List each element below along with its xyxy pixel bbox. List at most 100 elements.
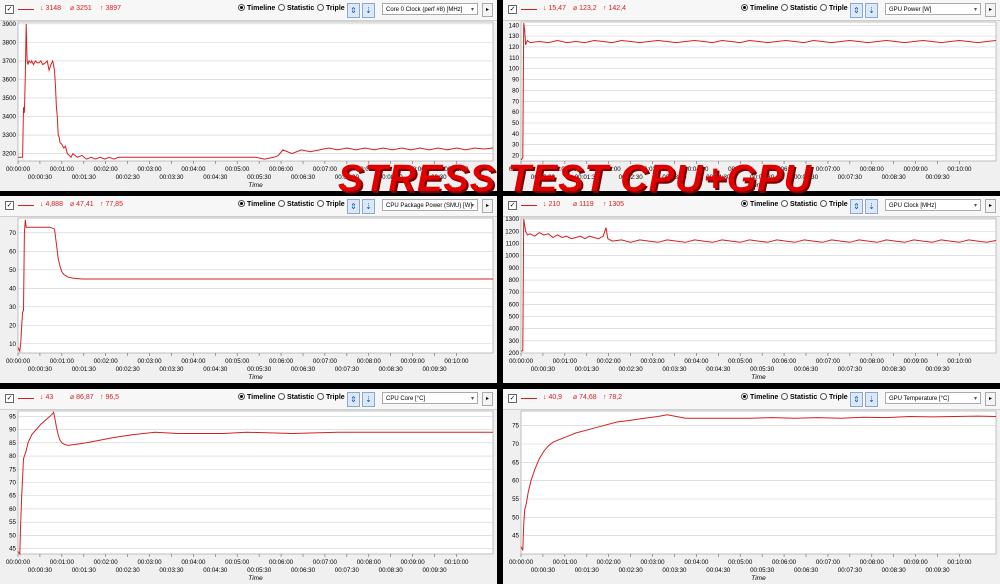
axis-scale-up-icon[interactable]: ⇕ [347, 392, 360, 407]
x-tick-label: 00:08:30 [882, 567, 907, 574]
view-radio-timeline[interactable]: Timeline [741, 392, 778, 403]
panel-menu-button[interactable]: ▸ [985, 3, 996, 17]
x-tick-label: 00:09:00 [904, 559, 929, 566]
axis-scale-up-icon[interactable]: ⇕ [347, 3, 360, 18]
y-tick-label: 110 [509, 55, 519, 62]
view-radio-triple[interactable]: Triple [820, 3, 848, 14]
view-radio-timeline[interactable]: Timeline [238, 199, 276, 210]
sensor-select[interactable]: Core 0 Clock (perf #8) [MHz] ▾ [382, 3, 478, 15]
x-tick-label: 00:08:30 [379, 366, 404, 373]
x-tick-label: 00:07:00 [816, 358, 841, 365]
stat-min: ↓ 3148 [40, 5, 62, 12]
view-radio-statistic[interactable]: Statistic [278, 392, 315, 403]
x-tick-label: 00:01:30 [575, 567, 600, 574]
sensor-select[interactable]: GPU Temperature [°C] ▾ [885, 392, 981, 404]
x-tick-label: 00:05:00 [728, 559, 753, 566]
view-radio-timeline[interactable]: Timeline [238, 392, 276, 403]
y-tick-label: 3600 [2, 76, 16, 83]
x-tick-label: 00:02:30 [116, 174, 141, 181]
x-tick-label: 00:00:00 [509, 358, 534, 365]
axis-scale-down-icon[interactable]: ⇣ [362, 392, 375, 407]
axis-scale-up-icon[interactable]: ⇕ [850, 199, 863, 214]
sensor-select[interactable]: CPU Core [°C] ▾ [382, 392, 478, 404]
x-tick-label: 00:00:00 [509, 559, 534, 566]
x-tick-label: 00:09:30 [422, 366, 447, 373]
panel-menu-button[interactable]: ▸ [482, 392, 493, 406]
x-tick-label: 00:07:30 [838, 366, 863, 373]
view-radio-statistic[interactable]: Statistic [278, 199, 314, 210]
show-series-checkbox[interactable]: ✓ [5, 5, 14, 14]
view-radio-triple[interactable]: Triple [820, 199, 848, 210]
panel-menu-button[interactable]: ▸ [985, 199, 996, 213]
stat-max: ↑ 77,85 [100, 201, 123, 208]
axis-scale-down-icon[interactable]: ⇣ [362, 3, 375, 18]
sensor-select-value: CPU Core [°C] [386, 396, 426, 402]
stat-min: ↓ 43 [40, 394, 54, 401]
radio-icon [278, 392, 285, 400]
axis-scale-up-icon[interactable]: ⇕ [347, 199, 360, 214]
y-tick-label: 40 [9, 285, 16, 292]
x-tick-label: 00:00:00 [509, 166, 534, 173]
view-radio-statistic[interactable]: Statistic [781, 3, 817, 14]
x-axis-label: Time [751, 182, 766, 189]
x-tick-label: 00:02:30 [619, 567, 644, 574]
sensor-select[interactable]: CPU Package Power (SMU) [W] ▾ [382, 199, 478, 211]
view-label: Timeline [247, 394, 276, 401]
chevron-down-icon: ▾ [470, 203, 474, 209]
view-radio-statistic[interactable]: Statistic [278, 3, 314, 14]
x-tick-label: 00:05:30 [247, 567, 272, 574]
view-radio-triple[interactable]: Triple [317, 392, 345, 403]
y-tick-label: 120 [509, 44, 520, 51]
y-tick-label: 3400 [2, 114, 16, 121]
x-tick-label: 00:03:00 [137, 166, 162, 173]
view-radio-statistic[interactable]: Statistic [781, 199, 817, 210]
y-tick-label: 45 [512, 533, 519, 540]
x-tick-label: 00:06:30 [291, 366, 316, 373]
view-label: Statistic [287, 394, 315, 401]
x-tick-label: 00:06:00 [269, 358, 294, 365]
radio-icon [741, 392, 748, 400]
sensor-select[interactable]: GPU Power [W] ▾ [885, 3, 981, 15]
view-radio-triple[interactable]: Triple [317, 199, 345, 210]
series-line [18, 23, 494, 160]
axis-scale-up-icon[interactable]: ⇕ [850, 392, 863, 407]
x-tick-label: 00:00:30 [531, 174, 556, 181]
x-tick-label: 00:10:00 [444, 559, 469, 566]
panel-menu-button[interactable]: ▸ [482, 199, 493, 213]
view-radio-statistic[interactable]: Statistic [781, 392, 817, 403]
show-series-checkbox[interactable]: ✓ [508, 5, 517, 14]
x-tick-label: 00:04:30 [706, 174, 731, 181]
sensor-select[interactable]: GPU Clock [MHz] ▾ [885, 199, 981, 211]
view-radio-triple[interactable]: Triple [317, 3, 345, 14]
show-series-checkbox[interactable]: ✓ [5, 394, 14, 403]
panel-menu-button[interactable]: ▸ [985, 392, 996, 406]
radio-icon [317, 3, 324, 11]
y-tick-label: 55 [512, 496, 519, 503]
show-series-checkbox[interactable]: ✓ [5, 201, 14, 210]
axis-scale-up-icon[interactable]: ⇕ [850, 3, 863, 18]
view-radio-timeline[interactable]: Timeline [238, 3, 275, 14]
x-tick-label: 00:10:00 [444, 166, 469, 173]
series-line [17, 411, 493, 556]
y-tick-label: 300 [509, 338, 520, 345]
axis-scale-down-icon[interactable]: ⇣ [362, 199, 375, 214]
view-radio-timeline[interactable]: Timeline [741, 3, 778, 14]
chart-svg: 7060504030201000:00:0000:00:3000:01:0000… [6, 217, 494, 381]
plot-background [520, 410, 997, 555]
x-tick-label: 00:02:30 [619, 366, 644, 373]
plot-background [520, 217, 997, 354]
axis-scale-down-icon[interactable]: ⇣ [865, 199, 878, 214]
view-label: Timeline [247, 201, 276, 208]
panel-menu-button[interactable]: ▸ [482, 3, 493, 17]
x-tick-label: 00:07:00 [313, 358, 338, 365]
chart-area: 75 70 65 60 55 50 45 00:00:00 00:00:30 00:01:00 00… [503, 409, 1000, 584]
show-series-checkbox[interactable]: ✓ [508, 201, 517, 210]
view-radio-triple[interactable]: Triple [820, 392, 848, 403]
view-radio-timeline[interactable]: Timeline [741, 199, 778, 210]
show-series-checkbox[interactable]: ✓ [508, 394, 517, 403]
axis-scale-down-icon[interactable]: ⇣ [865, 392, 878, 407]
axis-scale-down-icon[interactable]: ⇣ [865, 3, 878, 18]
y-tick-label: 3800 [2, 39, 16, 46]
x-tick-label: 00:02:30 [116, 567, 141, 574]
x-tick-label: 00:09:00 [401, 166, 426, 173]
